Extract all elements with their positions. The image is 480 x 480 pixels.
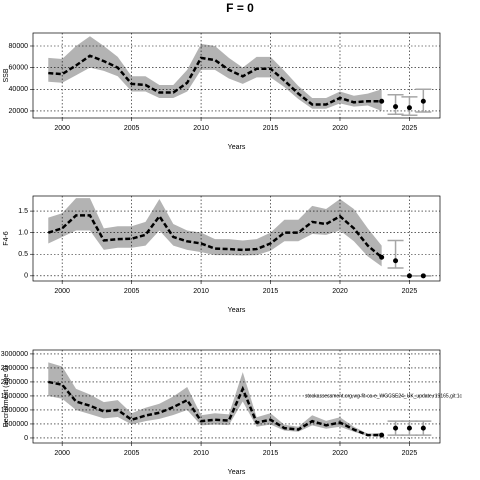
- y-tick-label: 2500000: [1, 365, 28, 372]
- x-tick-label: 2015: [263, 288, 279, 295]
- x-tick-label: 2000: [54, 450, 70, 457]
- last-point: [379, 254, 385, 260]
- last-point: [379, 432, 385, 438]
- y-tick-label: 80000: [9, 43, 29, 50]
- estimate-line: [48, 54, 382, 106]
- projection-point: [393, 258, 399, 264]
- x-tick-label: 2010: [193, 288, 209, 295]
- estimate-line: [47, 214, 383, 259]
- projection-point: [420, 425, 426, 431]
- projection-point: [406, 425, 412, 431]
- x-tick-label: 2000: [54, 125, 70, 132]
- x-tick-label: 2010: [193, 450, 209, 457]
- y-tick-label: 0: [24, 435, 28, 442]
- y-axis-label: Recruitment (age 0): [3, 366, 10, 428]
- x-axis-label: Years: [228, 307, 246, 314]
- x-tick-label: 2025: [402, 125, 418, 132]
- y-tick-label: 40000: [9, 86, 29, 93]
- projection-point: [393, 104, 399, 110]
- projection-point: [420, 98, 426, 104]
- y-tick-label: 0.5: [18, 251, 28, 258]
- plot-frame: [32, 32, 441, 119]
- y-tick-label: 1.5: [18, 208, 28, 215]
- projection-point: [420, 273, 426, 279]
- plot-frame: [32, 195, 441, 282]
- y-tick-label: 500000: [5, 421, 28, 428]
- x-tick-label: 2020: [332, 450, 348, 457]
- x-tick-label: 2020: [332, 125, 348, 132]
- x-tick-label: 2025: [402, 450, 418, 457]
- y-tick-label: 0: [24, 273, 28, 280]
- x-tick-label: 2005: [124, 125, 140, 132]
- y-axis-label: SSB: [3, 68, 10, 82]
- figure-title: F = 0: [226, 1, 254, 15]
- y-tick-label: 1500000: [1, 393, 28, 400]
- y-tick-label: 3000000: [1, 351, 28, 358]
- y-axis-label: F4-6: [3, 231, 10, 246]
- annotation: stockassessment.org,wg-fit-ca-e_WGCSE24_…: [305, 393, 463, 399]
- y-tick-label: 2000000: [1, 379, 28, 386]
- y-tick-label: 20000: [9, 108, 29, 115]
- x-axis-label: Years: [228, 469, 246, 476]
- y-tick-label: 1.0: [18, 230, 28, 237]
- x-tick-label: 2015: [263, 125, 279, 132]
- x-tick-label: 2010: [193, 125, 209, 132]
- plot-frame: [32, 349, 441, 444]
- x-tick-label: 2025: [402, 288, 418, 295]
- x-tick-label: 2005: [124, 450, 140, 457]
- projection-point: [406, 105, 412, 111]
- x-tick-label: 2000: [54, 288, 70, 295]
- projection-point: [393, 425, 399, 431]
- y-tick-label: 60000: [9, 64, 29, 71]
- estimate-line: [48, 380, 382, 437]
- x-axis-label: Years: [228, 144, 246, 151]
- confidence-band: [48, 36, 382, 111]
- x-tick-label: 2005: [124, 288, 140, 295]
- y-tick-label: 1000000: [1, 407, 28, 414]
- projection-point: [406, 273, 412, 279]
- last-point: [379, 98, 385, 104]
- x-tick-label: 2020: [332, 288, 348, 295]
- x-tick-label: 2015: [263, 450, 279, 457]
- confidence-band: [48, 198, 382, 267]
